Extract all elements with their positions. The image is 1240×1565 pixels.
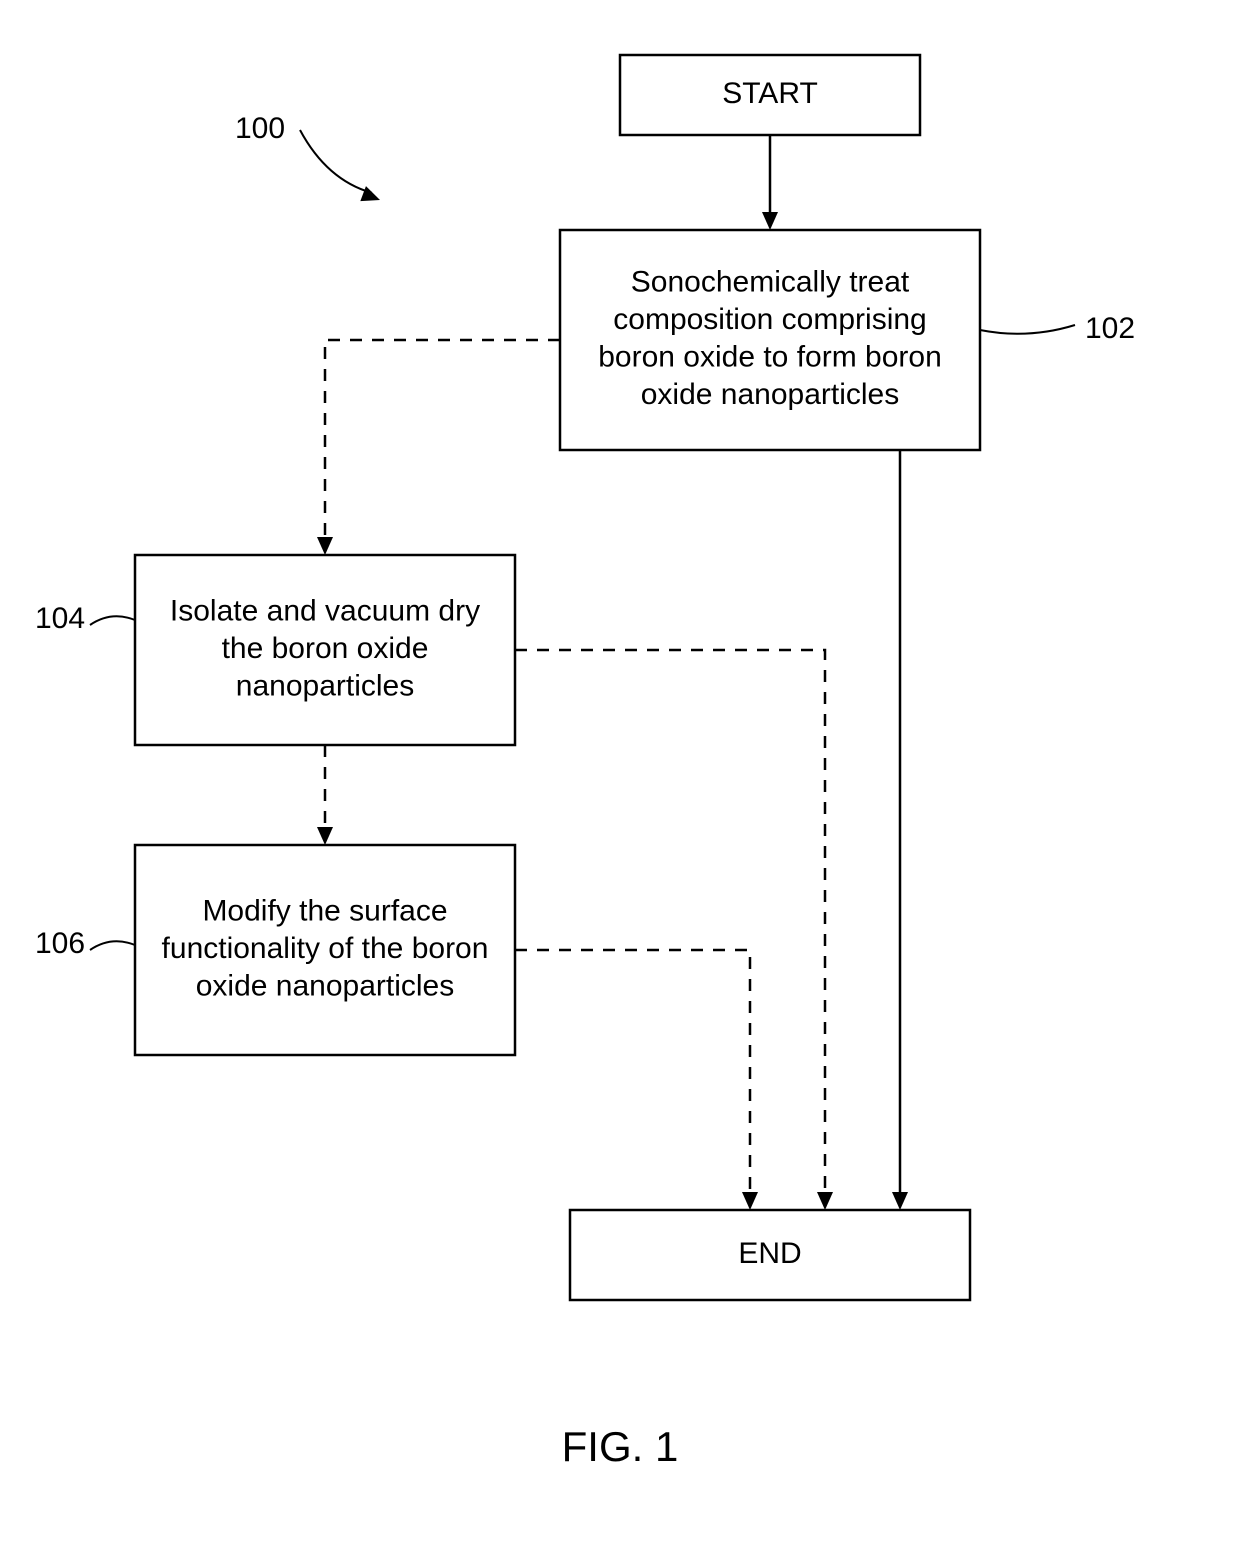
flow-node-text: Sonochemically treat xyxy=(631,266,910,299)
flow-node-start: START xyxy=(620,55,920,135)
ref-label-102: 102 xyxy=(1085,312,1135,345)
flow-node-text: nanoparticles xyxy=(236,669,414,702)
flow-node-text: oxide nanoparticles xyxy=(641,378,900,411)
figure-label: FIG. 1 xyxy=(562,1423,679,1470)
ref-label-104: 104 xyxy=(35,602,85,635)
flow-node-n102: Sonochemically treat composition comprisi… xyxy=(560,230,980,450)
flow-node-text: the boron oxide xyxy=(222,632,429,665)
ref-label-106: 106 xyxy=(35,927,85,960)
flow-node-text: Isolate and vacuum dry xyxy=(170,594,480,627)
flow-node-text: Modify the surface xyxy=(202,894,447,927)
flow-node-n104: Isolate and vacuum dry the boron oxide nan… xyxy=(135,555,515,745)
flow-node-n106: Modify the surface functionality of the b… xyxy=(135,845,515,1055)
flow-node-text: boron oxide to form boron xyxy=(598,341,942,374)
flow-node-end: END xyxy=(570,1210,970,1300)
ref-label-100: 100 xyxy=(235,112,285,145)
flow-node-text: END xyxy=(738,1237,801,1270)
flow-node-text: oxide nanoparticles xyxy=(196,969,455,1002)
flow-node-text: composition comprising xyxy=(613,303,926,336)
flow-node-text: START xyxy=(722,77,818,110)
flow-node-text: functionality of the boron xyxy=(162,932,489,965)
